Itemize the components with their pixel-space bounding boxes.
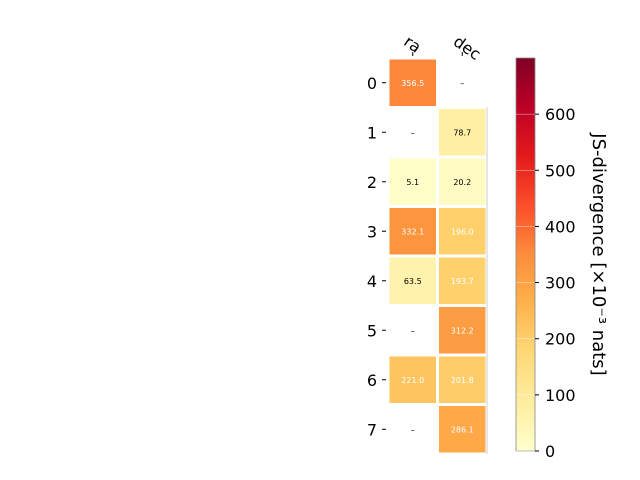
colorbar-tick-label: 400 bbox=[545, 217, 576, 236]
heatmap-cell bbox=[439, 109, 486, 156]
colorbar-gradient bbox=[515, 57, 536, 452]
colorbar-tick-label: 100 bbox=[545, 386, 576, 405]
cell-label: 20.2 bbox=[453, 178, 471, 187]
heatmap-cell bbox=[389, 208, 436, 255]
row-label: 6 bbox=[367, 371, 377, 390]
cell-label: 221.0 bbox=[401, 376, 424, 385]
colorbar-tick-label: 600 bbox=[545, 105, 576, 124]
colorbar-tick-label: 300 bbox=[545, 274, 576, 293]
heatmap-cell bbox=[439, 208, 486, 255]
cell-label: 201.8 bbox=[451, 376, 474, 385]
cell-label: 356.5 bbox=[401, 79, 424, 88]
cell-label: – bbox=[411, 326, 415, 335]
cell-label: 5.1 bbox=[406, 178, 419, 187]
heatmap-cell bbox=[439, 257, 486, 304]
colorbar-tick-label: 500 bbox=[545, 161, 576, 180]
cell-label: 196.0 bbox=[451, 227, 474, 236]
cell-label: – bbox=[411, 425, 415, 434]
row-label: 4 bbox=[367, 272, 377, 291]
cell-label: 78.7 bbox=[453, 128, 471, 137]
colorbar-label: JS-divergence [×10⁻³ nats] bbox=[588, 132, 609, 375]
row-label: 7 bbox=[367, 420, 377, 439]
heatmap-cell bbox=[389, 59, 436, 106]
heatmap-cell bbox=[389, 257, 436, 304]
cell-label: 312.2 bbox=[451, 326, 474, 335]
heatmap-cell bbox=[439, 406, 486, 453]
column-label: ra bbox=[400, 32, 424, 57]
heatmap-cell bbox=[439, 307, 486, 354]
cell-label: 332.1 bbox=[401, 227, 424, 236]
column-label: dec bbox=[450, 32, 484, 64]
colorbar: 0 100 200 300 400 500 600 JS-divergence [×10⁻³ … bbox=[515, 57, 609, 461]
colorbar-tick-label: 0 bbox=[545, 442, 555, 461]
heatmap-cell bbox=[389, 356, 436, 403]
heatmap-grid: 0 356.5 – 1 – 78.7 2 5.1 20.2 3 332.1 196.0 4 63.5 193… bbox=[367, 32, 488, 454]
heatmap-cell bbox=[389, 158, 436, 205]
heatmap-cell bbox=[439, 356, 486, 403]
heatmap-cell bbox=[439, 158, 486, 205]
colorbar-tick-label: 200 bbox=[545, 330, 576, 349]
row-label: 3 bbox=[367, 222, 377, 241]
cell-label: 193.7 bbox=[451, 277, 474, 286]
row-label: 0 bbox=[367, 74, 377, 93]
row-label: 2 bbox=[367, 173, 377, 192]
cell-label: – bbox=[411, 128, 415, 137]
row-label: 1 bbox=[367, 123, 377, 142]
row-label: 5 bbox=[367, 321, 377, 340]
cell-label: 286.1 bbox=[451, 425, 474, 434]
cell-label: – bbox=[460, 79, 464, 88]
cell-label: 63.5 bbox=[404, 277, 422, 286]
